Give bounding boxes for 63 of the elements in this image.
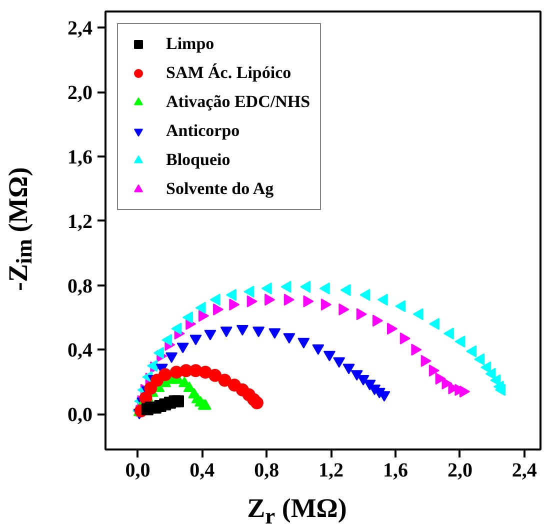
x-tick-label: 1,2 <box>318 460 344 482</box>
point <box>283 333 296 344</box>
point <box>268 328 281 339</box>
y-tick-label: 1,2 <box>68 210 92 233</box>
point <box>428 318 440 330</box>
x-tick-label: 2,0 <box>447 460 472 482</box>
point <box>300 280 311 293</box>
point <box>443 328 454 340</box>
y-tick-label: 0,4 <box>68 340 92 362</box>
x-tick-label: 0,4 <box>190 460 215 482</box>
point <box>360 288 370 301</box>
point <box>166 352 178 363</box>
x-tick-label: 0,8 <box>254 460 280 482</box>
legend-label: Solvente do Ag <box>166 179 274 199</box>
point <box>244 286 254 298</box>
point <box>454 336 466 348</box>
y-tick-label: 2,4 <box>68 18 92 40</box>
y-tick-label: 0,0 <box>68 404 92 426</box>
point <box>204 330 216 340</box>
point <box>333 357 346 368</box>
point <box>357 374 370 386</box>
point <box>395 300 406 312</box>
point <box>494 384 506 396</box>
point <box>312 344 324 355</box>
point <box>298 338 310 348</box>
point <box>485 368 496 380</box>
point <box>218 374 232 387</box>
legend-label: Bloqueio <box>166 150 230 170</box>
point <box>342 364 355 374</box>
point <box>340 284 351 296</box>
point <box>226 288 236 301</box>
legend-label: Ativação EDC/NHS <box>166 92 310 112</box>
point <box>172 395 184 408</box>
y-tick-label: 0,8 <box>68 275 92 298</box>
point <box>252 326 265 338</box>
y-tick-label: 1,6 <box>68 146 92 168</box>
x-axis-title: Z$_{r}$ (MΩ) <box>247 493 347 526</box>
point <box>466 345 477 358</box>
x-tick-label: 1,6 <box>383 460 408 482</box>
point <box>210 294 220 306</box>
point <box>190 334 202 346</box>
point <box>323 350 336 362</box>
point <box>474 353 485 366</box>
legend-label: SAM Ác. Lipóico <box>166 63 292 83</box>
x-tick-label: 2,4 <box>512 460 537 482</box>
point <box>280 280 292 293</box>
point <box>319 282 330 294</box>
point <box>377 294 388 306</box>
point <box>158 368 172 382</box>
y-tick-label: 2,0 <box>68 82 92 104</box>
point <box>171 322 182 335</box>
point <box>176 342 189 354</box>
point <box>412 308 424 320</box>
point <box>208 368 222 382</box>
point <box>480 361 492 374</box>
point <box>250 396 264 410</box>
point <box>261 282 272 294</box>
legend-label: Limpo <box>166 34 214 54</box>
legend-label: Anticorpo <box>166 121 240 141</box>
point <box>144 382 158 395</box>
point <box>350 370 363 381</box>
x-tick-label: 0,0 <box>125 460 150 482</box>
point <box>220 326 232 338</box>
